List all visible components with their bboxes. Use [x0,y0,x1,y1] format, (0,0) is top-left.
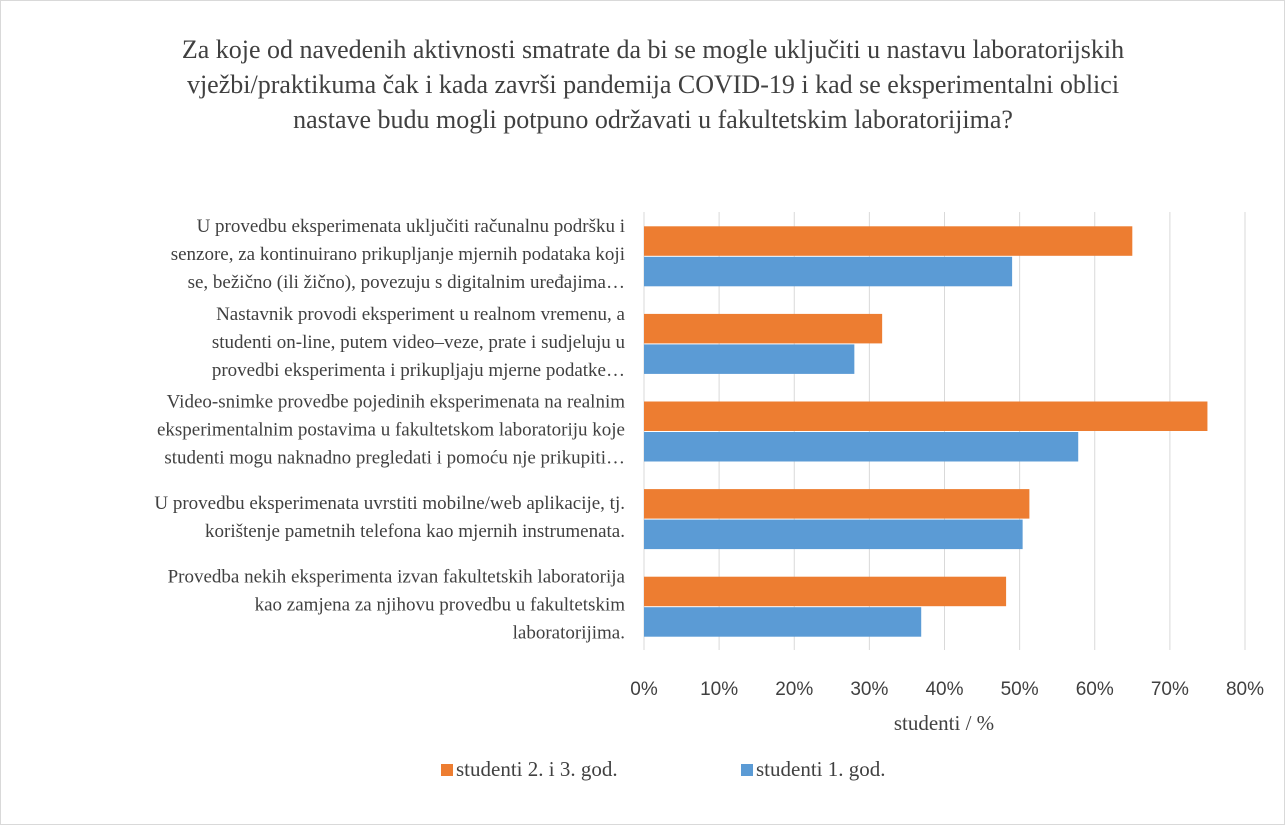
y-tick-label: laboratorijima. [513,623,625,644]
y-tick-label: Video-snimke provedbe pojedinih eksperim… [167,391,626,412]
bar [644,401,1208,431]
y-tick-label: se, bežično (ili žično), povezuju s digi… [188,272,625,293]
bar [644,607,922,637]
bar [644,344,855,374]
x-tick-label: 30% [850,679,888,700]
x-tick-label: 60% [1076,679,1114,700]
chart-title: Za koje od navedenih aktivnosti smatrate… [181,35,1125,134]
y-tick-label: U provedbu eksperimenata uključiti račun… [197,216,625,237]
y-tick-label: eksperimentalnim postavima u fakultetsko… [157,419,625,440]
legend-swatch [441,764,453,776]
bar [644,576,1007,607]
x-tick-label: 80% [1226,679,1264,700]
legend-label: studenti 2. i 3. god. [456,757,618,781]
x-tick-label: 0% [630,679,658,700]
y-tick-label: Nastavnik provodi eksperiment u realnom … [216,304,625,325]
y-tick-label: studenti on-line, putem video–veze, prat… [212,332,626,353]
y-tick-label: kao zamjena za njihovu provedbu u fakult… [255,595,626,616]
bar [644,313,883,344]
x-tick-label: 10% [700,679,738,700]
y-tick-label: provedbi eksperimenta i prikupljaju mjer… [212,360,625,381]
bar [644,226,1133,256]
x-tick-label: 70% [1151,679,1189,700]
x-tick-label: 50% [1001,679,1039,700]
x-tick-label: 20% [775,679,813,700]
y-tick-label: U provedbu eksperimenata uvrstiti mobiln… [154,493,625,514]
y-tick-label: studenti mogu naknadno pregledati i pomo… [164,447,625,468]
y-tick-label: senzore, za kontinuirano prikupljanje mj… [171,244,625,265]
y-tick-label: Provedba nekih eksperimenta izvan fakult… [168,567,626,588]
bar [644,519,1023,550]
bar [644,489,1030,519]
x-tick-label: 40% [925,679,963,700]
bar [644,432,1079,462]
y-tick-label: korištenje pametnih telefona kao mjernih… [205,521,625,542]
bar [644,256,1013,287]
legend-label: studenti 1. god. [756,757,886,781]
x-axis-title: studenti / % [894,711,994,735]
legend-swatch [741,764,753,776]
